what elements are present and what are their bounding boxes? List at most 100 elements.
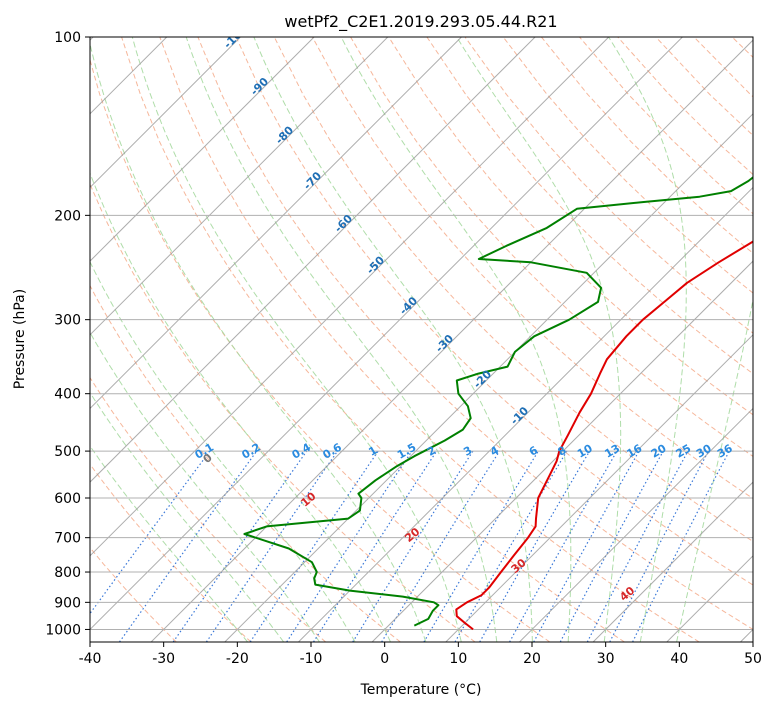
x-tick-label: -30 xyxy=(152,651,175,667)
isotherm xyxy=(298,186,753,642)
dry-adiabat xyxy=(90,376,327,642)
isotherm xyxy=(90,37,536,483)
y-tick-label: 200 xyxy=(54,208,81,224)
background-lines xyxy=(90,37,775,642)
moist-adiabat xyxy=(456,37,622,642)
moist-adiabat xyxy=(90,391,285,642)
dry-adiabat xyxy=(617,37,753,176)
mixing-ratio-line xyxy=(119,450,258,642)
mixing-ratio-line xyxy=(312,450,438,642)
annotation-labels: 0.1 0.2 0.4 0.6 1 1.5 2 3 4 6 8 10 13 16 20 25 30 36-100-… xyxy=(193,37,735,604)
x-tick-label: 0 xyxy=(380,651,389,667)
dry-adiabat xyxy=(770,37,775,642)
mixing-ratio-line xyxy=(609,450,710,642)
y-tick-label: 400 xyxy=(54,387,81,403)
isotherm-label: -80 xyxy=(273,123,296,146)
temperature-profile-line xyxy=(455,240,753,631)
plot-frame xyxy=(89,36,754,643)
y-tick-label: 500 xyxy=(54,444,81,460)
isotherm xyxy=(90,37,389,336)
chart-title: wetPf2_C2E1.2019.293.05.44.R21 xyxy=(284,12,557,32)
mixing-ratio-line xyxy=(533,450,640,642)
x-tick-label: -40 xyxy=(79,651,102,667)
isotherm xyxy=(150,39,753,642)
dry-adiabat xyxy=(90,546,177,642)
y-axis-label: Pressure (hPa) xyxy=(12,289,28,389)
dry-adiabat xyxy=(350,37,753,457)
mixing-ratio-line xyxy=(586,450,689,642)
x-tick-label: 40 xyxy=(670,651,688,667)
dry-adiabat xyxy=(197,37,753,630)
isotherm xyxy=(90,37,315,262)
dry-adiabat xyxy=(90,463,252,642)
y-tick-label: 300 xyxy=(54,313,81,329)
isotherm-label: -10 xyxy=(508,404,531,427)
dry-adiabat xyxy=(311,37,753,500)
isotherm xyxy=(224,113,753,642)
dry-adiabat xyxy=(426,37,753,375)
series-layer xyxy=(243,176,753,631)
isotherm xyxy=(90,37,462,410)
mixing-ratio-label: 36 xyxy=(715,442,735,461)
x-tick-label: 20 xyxy=(523,651,541,667)
x-tick-label: -20 xyxy=(226,651,249,667)
mixing-ratio-label: 20 xyxy=(649,442,669,461)
isotherm xyxy=(371,260,753,642)
mixing-ratio-label: 16 xyxy=(624,442,644,461)
moist-adiabat xyxy=(90,260,356,642)
y-tick-label: 800 xyxy=(54,565,81,581)
dry-adiabat xyxy=(502,37,753,294)
isotherm-label: -90 xyxy=(248,75,271,98)
dry-adiabat xyxy=(235,37,753,586)
isotherm xyxy=(666,555,753,642)
dry-adiabat xyxy=(159,37,700,642)
horizontal-gridlines xyxy=(90,37,753,630)
mixing-ratio-label: 30 xyxy=(694,442,714,461)
moist-adiabat xyxy=(340,37,572,642)
moist-adiabat xyxy=(185,37,498,642)
isotherm xyxy=(90,37,241,189)
dry-adiabat xyxy=(90,58,551,642)
moist-adiabat xyxy=(90,445,248,642)
dry-adiabat xyxy=(90,284,401,642)
y-tick-label: 600 xyxy=(54,491,81,507)
isotherm xyxy=(740,628,753,642)
y-tick-label: 1000 xyxy=(45,622,81,638)
mixing-ratio-line xyxy=(559,450,664,642)
x-axis-label: Temperature (°C) xyxy=(360,682,482,698)
mixing-ratio-label: 13 xyxy=(602,442,622,461)
y-tick-label: 900 xyxy=(54,595,81,611)
moist-adiabat xyxy=(676,297,753,642)
mixing-ratio-label: 10 xyxy=(575,442,595,461)
moist-adiabat xyxy=(90,171,391,642)
isotherm xyxy=(90,37,610,557)
y-tick-label: 100 xyxy=(54,30,81,46)
isotherm xyxy=(592,481,753,642)
mixing-ratio-line xyxy=(509,450,618,642)
mixing-ratio-line xyxy=(352,450,474,642)
mixing-ratio-label: 0.2 xyxy=(240,441,263,462)
moist-adiabat xyxy=(90,331,320,642)
moist-adiabat xyxy=(608,37,687,642)
x-tick-label: 30 xyxy=(597,651,615,667)
mixing-ratio-line xyxy=(632,450,730,642)
isotherm xyxy=(519,407,753,642)
x-tick-label: 10 xyxy=(449,651,467,667)
dry-adiabat xyxy=(388,37,753,416)
isotherm xyxy=(445,334,753,642)
x-tick-label: 50 xyxy=(744,651,762,667)
isotherm xyxy=(90,37,683,631)
dewpoint-profile-line xyxy=(243,176,753,627)
mixing-ratio-label: 0.6 xyxy=(321,440,345,461)
mixing-ratio-label: 1.5 xyxy=(395,441,418,462)
dry-adiabat xyxy=(655,37,753,137)
moist-adiabat xyxy=(90,41,427,642)
dry-adiabat xyxy=(90,182,476,642)
mixing-ratio-label: 0.4 xyxy=(290,440,314,461)
mixing-ratio-line xyxy=(381,450,501,642)
mixing-ratio-line xyxy=(90,450,211,615)
isotherm-label: -70 xyxy=(301,169,324,192)
dry-adiabat xyxy=(121,37,625,642)
mixing-ratio-line xyxy=(172,450,308,642)
